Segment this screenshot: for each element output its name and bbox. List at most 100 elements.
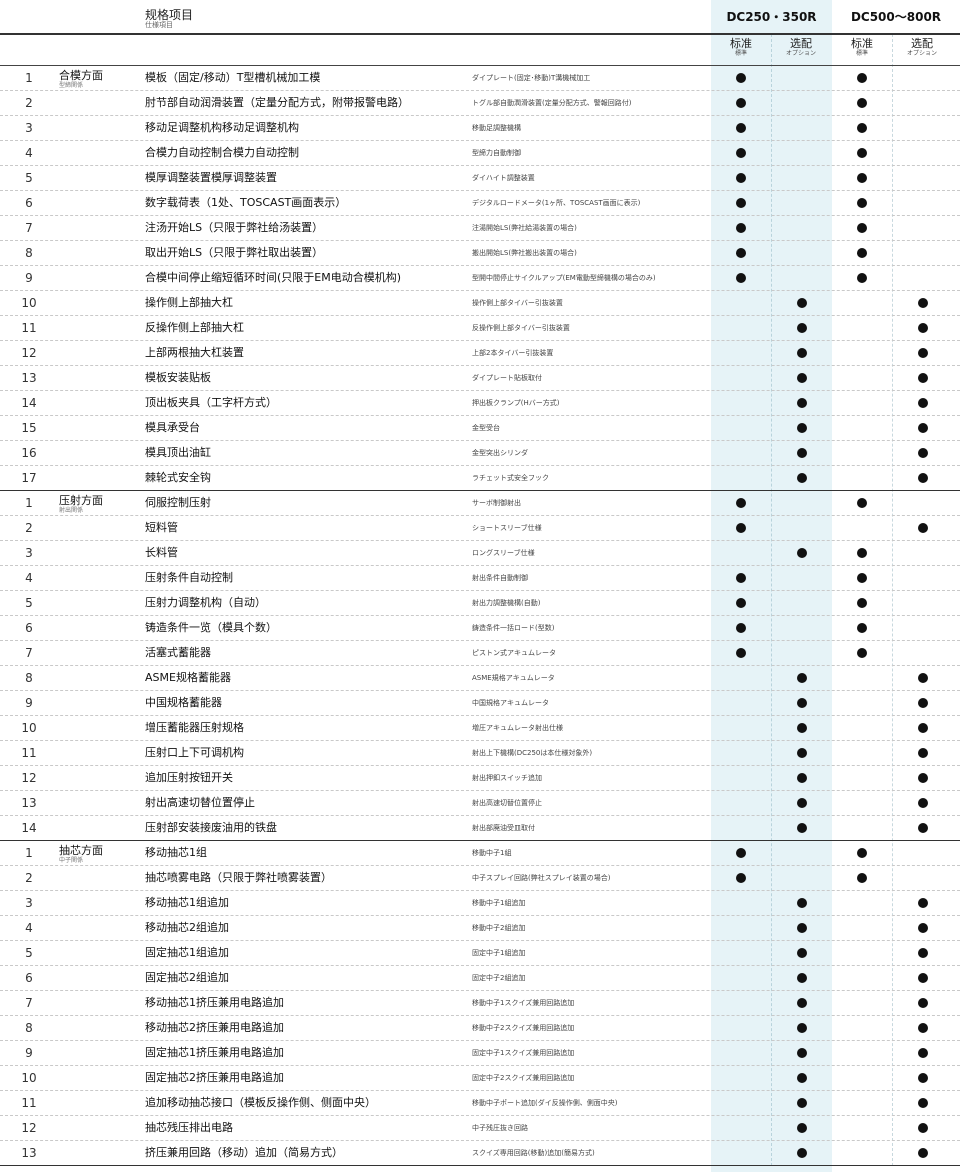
col-standard-sub: 標準 [734,50,747,57]
item-name-jp: 移動中子1組 [472,849,512,857]
table-row: 12 追加压射按钮开关 射出押釦スイッチ追加 [0,766,960,791]
mark-dc500-option [918,948,928,958]
item-name-cn: 压射条件自动控制 [145,571,233,584]
item-name-cn: 长料管 [145,546,178,559]
row-number: 11 [21,1096,37,1110]
table-header: 规格项目 仕様項目 DC250・350R DC500～800R 标准 標準 选配… [0,0,960,66]
col-standard-a: 标准 標準 [711,37,771,58]
item-name-cn: 压射口上下可调机构 [145,746,244,759]
table-row: 8 ASME规格蓄能器 ASME規格アキュムレータ [0,666,960,691]
row-number: 4 [25,146,33,160]
item-name-cn: 射出高速切替位置停止 [145,796,255,809]
item-name-jp: 移動中子1組追加 [472,899,526,907]
section-category: 压射方面 射出関係 [59,495,103,515]
mark-dc250-option [797,448,807,458]
mark-dc250-option [797,898,807,908]
row-number: 2 [25,521,33,535]
category-label: 合模方面 [59,69,103,82]
table-row: 9 固定抽芯1挤压兼用电路追加 固定中子1スクイズ兼用回路追加 [0,1041,960,1066]
item-name-cn: 增压蓄能器压射规格 [145,721,244,734]
row-number: 14 [21,821,37,835]
mark-dc500-option [918,473,928,483]
mark-dc500-option [918,298,928,308]
mark-dc500-standard [857,223,867,233]
item-name-cn: 固定抽芯1挤压兼用电路追加 [145,1046,284,1059]
mark-dc500-option [918,373,928,383]
item-name-jp: ダイプレート(固定･移動)T溝機械加工 [472,74,591,82]
header-title: 规格项目 [145,8,194,22]
table-row: 11 压射口上下可调机构 射出上下機構(DC250は本仕様対象外) [0,741,960,766]
table-row: 11 反操作侧上部抽大杠 反操作側上部タイバー引抜装置 [0,316,960,341]
mark-dc500-option [918,398,928,408]
mark-dc500-option [918,998,928,1008]
table-row: 4 移动抽芯2组追加 移動中子2組追加 [0,916,960,941]
model-dc500-800r: DC500～800R [850,10,942,24]
row-number: 16 [21,446,37,460]
item-name-cn: 固定抽芯2组追加 [145,971,229,984]
mark-dc500-option [918,1098,928,1108]
item-name-jp: デジタルロードメータ(1ヶ所、TOSCAST画面に表示) [472,199,641,207]
row-number: 2 [25,871,33,885]
row-number: 9 [25,271,33,285]
mark-dc250-standard [736,648,746,658]
item-name-cn: 固定抽芯1组追加 [145,946,229,959]
row-number: 2 [25,96,33,110]
mark-dc250-option [797,1023,807,1033]
col-option-label: 选配 [790,37,812,50]
mark-dc500-option [918,1023,928,1033]
mark-dc250-option [797,398,807,408]
table-row: 3 移动足调整机构移动足调整机构 移動足調整機構 [0,116,960,141]
mark-dc250-option [797,923,807,933]
row-number: 8 [25,671,33,685]
item-name-jp: 射出条件自動制御 [472,574,528,582]
table-row: 11 追加移动抽芯接口（模板反操作侧、侧面中央） 移動中子ポート追加(ダイ反操作側、… [0,1091,960,1116]
row-number: 13 [21,1146,37,1160]
table-row: 1 合模方面 型締関係 模板（固定/移动）T型槽机械加工模 ダイプレート(固定･移動)T… [0,66,960,91]
item-name-cn: 铸造条件一览（模具个数） [145,621,277,634]
table-row: 2 肘节部自动润滑装置（定量分配方式，附带报警电路） トグル部自動潤滑装置(定量分配… [0,91,960,116]
mark-dc250-option [797,548,807,558]
mark-dc250-option [797,348,807,358]
mark-dc250-standard [736,198,746,208]
table-row: 5 模厚调整装置模厚调整装置 ダイハイト調整装置 [0,166,960,191]
item-name-jp: 中国規格アキュムレータ [472,699,549,707]
mark-dc500-standard [857,498,867,508]
item-name-jp: ダイハイト調整装置 [472,174,535,182]
item-name-jp: 射出高速切替位置停止 [472,799,542,807]
item-name-cn: 追加压射按钮开关 [145,771,233,784]
item-name-jp: 固定中子1スクイズ兼用回路追加 [472,1049,575,1057]
table-row: 6 铸造条件一览（模具个数） 鋳造条件一括ロード(型数) [0,616,960,641]
header-bottom-line [0,65,960,66]
item-name-jp: 射出部廃油受皿取付 [472,824,535,832]
item-name-jp: 移動中子ポート追加(ダイ反操作側、側面中央) [472,1099,618,1107]
item-name-jp: ロングスリーブ仕様 [472,549,535,557]
item-name-jp: 押出板クランプ(Hバー方式) [472,399,560,407]
item-name-jp: 上部2本タイバー引抜装置 [472,349,554,357]
mark-dc500-option [918,723,928,733]
mark-dc250-option [797,1098,807,1108]
row-number: 5 [25,171,33,185]
table-row: 2 抽芯喷雾电路（只限于弊社喷雾装置） 中子スプレイ回路(弊社スプレイ装置の場合) [0,866,960,891]
mark-dc500-option [918,773,928,783]
table-row: 4 合模力自动控制合模力自动控制 型締力自動制御 [0,141,960,166]
item-name-jp: 移動中子1スクイズ兼用回路追加 [472,999,575,1007]
mark-dc250-option [797,823,807,833]
item-name-cn: 移动抽芯1挤压兼用电路追加 [145,996,284,1009]
item-name-cn: 移动抽芯1组追加 [145,896,229,909]
row-number: 9 [25,1046,33,1060]
row-number: 8 [25,1021,33,1035]
col-option-sub: オプション [785,50,816,57]
item-name-jp: ASME規格アキュムレータ [472,674,555,682]
mark-dc250-option [797,1148,807,1158]
table-row: 16 模具顶出油缸 金型突出シリンダ [0,441,960,466]
col-standard-sub: 標準 [855,50,868,57]
table-row: 4 压射条件自动控制 射出条件自動制御 [0,566,960,591]
row-number: 4 [25,571,33,585]
item-name-jp: 移動中子2組追加 [472,924,526,932]
row-number: 13 [21,371,37,385]
row-number: 7 [25,996,33,1010]
item-name-cn: 模具顶出油缸 [145,446,211,459]
table-row: 1 压射方面 射出関係 伺服控制压射 サーボ制御射出 [0,491,960,516]
row-number: 7 [25,221,33,235]
mark-dc500-option [918,423,928,433]
